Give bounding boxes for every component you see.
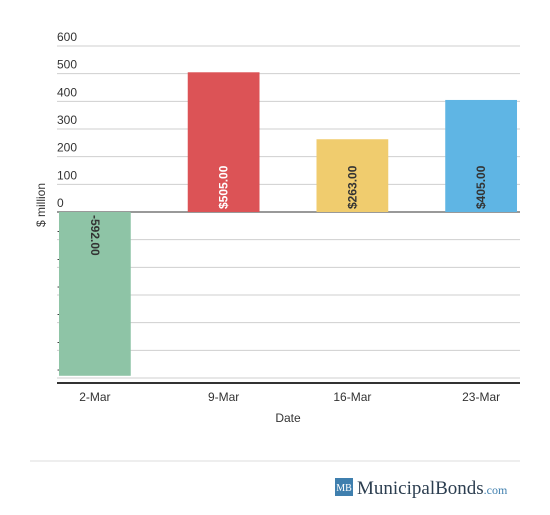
bar (445, 99, 518, 212)
logo-name: MunicipalBonds.com (357, 478, 508, 499)
logo-suffix: .com (484, 483, 508, 497)
y-tick-label: 400 (57, 85, 77, 99)
value-label: $405.00 (474, 165, 488, 209)
y-tick-label: 200 (57, 141, 77, 155)
bar (58, 212, 131, 376)
bar (187, 72, 260, 213)
y-tick-label: 100 (57, 168, 77, 182)
y-tick-label: 500 (57, 58, 77, 72)
value-label: $505.00 (217, 165, 231, 209)
x-tick-label: 2-Mar (79, 390, 110, 404)
y-tick-label: 0 (57, 196, 64, 210)
bar (316, 139, 389, 212)
value-label: $263.00 (345, 165, 359, 209)
x-tick-label: 16-Mar (333, 390, 371, 404)
x-axis-label: Date (275, 411, 301, 425)
x-tick-label: 23-Mar (462, 390, 500, 404)
y-tick-label: 300 (57, 113, 77, 127)
value-label: -592.00 (88, 215, 102, 256)
logo-name-main: MunicipalBonds (357, 478, 484, 499)
x-tick-label: 9-Mar (208, 390, 239, 404)
y-axis-label: $ million (34, 183, 48, 227)
logo-badge-box (335, 478, 353, 496)
logo-badge: MB (336, 483, 352, 494)
y-tick-label: 600 (57, 30, 77, 44)
